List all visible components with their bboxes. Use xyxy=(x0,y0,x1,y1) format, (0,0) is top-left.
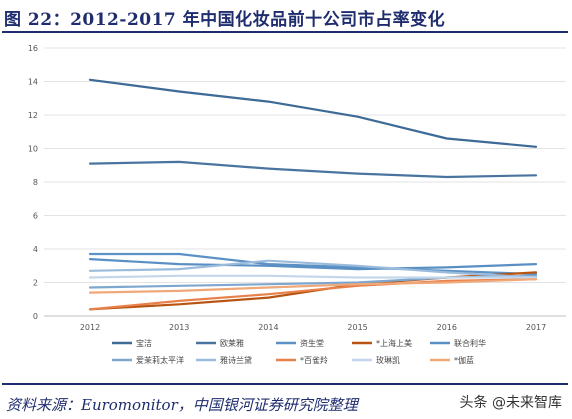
legend-item: 联合利华 xyxy=(430,338,486,348)
watermark: 头条 @未来智库 xyxy=(455,390,566,414)
footer-divider xyxy=(2,383,568,385)
y-tick-label: 0 xyxy=(33,312,38,321)
x-tick-label: 2015 xyxy=(347,323,367,332)
x-tick-label: 2017 xyxy=(526,323,546,332)
legend-item: 资生堂 xyxy=(276,338,324,348)
y-axis-tick-labels: 0 2 4 6 8 10 12 14 16 xyxy=(28,44,38,321)
gridlines xyxy=(44,47,566,317)
legend-item: 欧莱雅 xyxy=(196,338,244,348)
figure-title: 图 22：2012-2017 年中国化妆品前十公司市占率变化 xyxy=(4,10,446,30)
x-tick-label: 2012 xyxy=(80,323,100,332)
y-tick-label: 8 xyxy=(33,178,38,187)
legend-label: *伽蓝 xyxy=(454,355,474,365)
series-line-7 xyxy=(88,278,538,311)
x-tick-label: 2014 xyxy=(258,323,278,332)
legend-label: 资生堂 xyxy=(300,338,324,348)
legend-item: 雅诗兰黛 xyxy=(196,355,252,365)
legend-item: 玫琳凯 xyxy=(352,355,400,365)
y-tick-label: 12 xyxy=(28,111,38,120)
series-lines xyxy=(88,78,538,311)
legend-item: 宝洁 xyxy=(112,338,152,348)
y-tick-label: 10 xyxy=(28,145,38,154)
title-divider xyxy=(2,31,568,33)
legend-label: 爱茉莉太平洋 xyxy=(136,355,184,365)
legend-label: *上海上美 xyxy=(376,338,412,348)
y-tick-label: 4 xyxy=(33,245,38,254)
source-note: 资料来源：Euromonitor，中国银河证券研究院整理 xyxy=(6,396,358,414)
legend-label: 欧莱雅 xyxy=(220,338,244,348)
y-tick-label: 14 xyxy=(28,78,38,87)
legend-item: *百雀羚 xyxy=(276,355,328,365)
legend-label: 雅诗兰黛 xyxy=(220,355,252,365)
legend-item: *上海上美 xyxy=(352,338,412,348)
figure-header: 图 22：2012-2017 年中国化妆品前十公司市占率变化 xyxy=(0,0,572,32)
legend-item: *伽蓝 xyxy=(430,355,474,365)
x-axis-tick-labels: 2012 2013 2014 2015 2016 2017 xyxy=(80,323,546,332)
x-tick-label: 2016 xyxy=(437,323,457,332)
series-line-0 xyxy=(88,78,538,148)
y-tick-label: 6 xyxy=(33,212,38,221)
series-line-1 xyxy=(88,160,538,179)
legend-label: 宝洁 xyxy=(136,338,152,348)
y-tick-label: 16 xyxy=(28,44,38,53)
series-line-9 xyxy=(88,278,538,294)
legend-item: 爱茉莉太平洋 xyxy=(112,355,184,365)
series-line-4 xyxy=(88,258,538,271)
series-line-8 xyxy=(88,274,538,279)
y-tick-label: 2 xyxy=(33,279,38,288)
series-line-2 xyxy=(88,252,538,276)
line-chart: 0 2 4 6 8 10 12 14 16 2012 2013 2014 2015 2016 2017 宝… xyxy=(28,44,566,365)
series-line-6 xyxy=(88,259,538,279)
legend-label: 联合利华 xyxy=(454,338,486,348)
x-tick-label: 2013 xyxy=(169,323,189,332)
legend-label: 玫琳凯 xyxy=(376,355,400,365)
legend-label: *百雀羚 xyxy=(300,355,328,365)
